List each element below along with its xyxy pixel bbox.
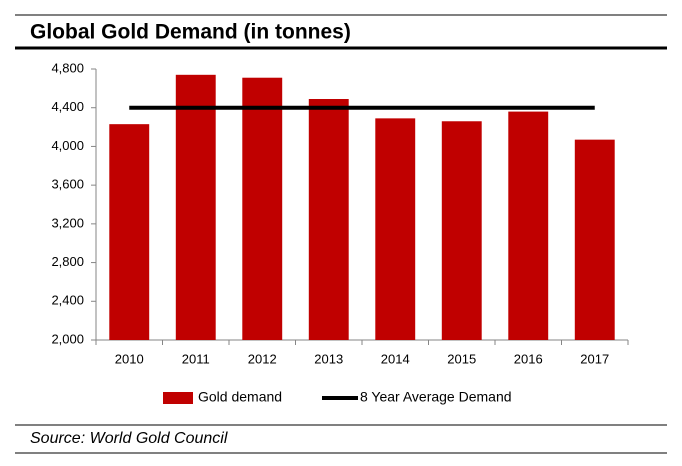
y-tick-label: 2,800 [51, 254, 84, 269]
y-tick-label: 4,400 [51, 99, 84, 114]
legend-swatch [163, 392, 193, 404]
y-tick-label: 3,600 [51, 177, 84, 192]
bar [175, 74, 216, 341]
x-tick-label: 2017 [580, 351, 609, 366]
y-tick-label: 4,000 [51, 138, 84, 153]
y-tick-label: 2,400 [51, 293, 84, 308]
x-tick-label: 2011 [182, 351, 210, 366]
bar [508, 111, 549, 340]
bar [109, 124, 150, 341]
bar [242, 77, 283, 340]
y-tick-label: 2,000 [51, 331, 84, 346]
source: Source: World Gold Council [30, 430, 228, 447]
bar [574, 139, 615, 340]
bar [441, 121, 482, 340]
x-tick-label: 2016 [514, 351, 543, 366]
x-tick-label: 2012 [248, 351, 277, 366]
y-tick-label: 3,200 [51, 215, 84, 230]
x-tick-label: 2013 [314, 351, 343, 366]
bar [308, 99, 349, 340]
legend-label: Gold demand [198, 389, 282, 405]
y-tick-label: 4,800 [51, 60, 84, 75]
x-tick-label: 2015 [447, 351, 476, 366]
x-tick-label: 2010 [115, 351, 144, 366]
bar [375, 118, 416, 340]
x-tick-label: 2014 [381, 351, 410, 366]
legend-label: 8 Year Average Demand [360, 389, 512, 405]
chart-title: Global Gold Demand (in tonnes) [30, 21, 351, 44]
